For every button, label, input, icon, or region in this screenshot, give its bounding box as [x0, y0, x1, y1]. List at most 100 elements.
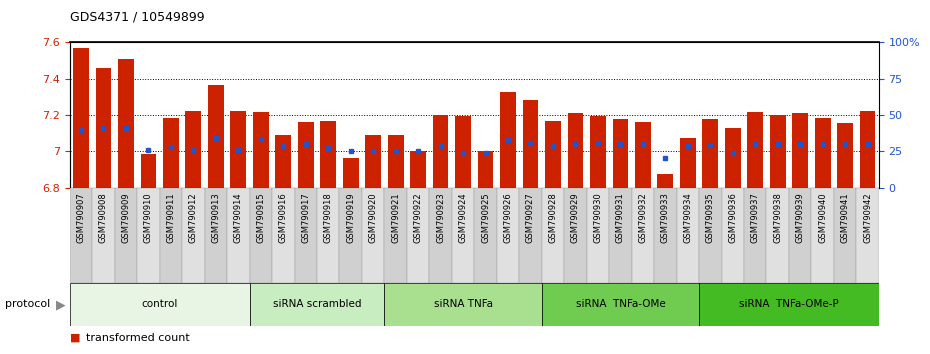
Text: GSM790931: GSM790931 [616, 193, 625, 243]
Bar [744, 42, 766, 188]
Text: GSM790935: GSM790935 [706, 193, 715, 243]
Bar [857, 42, 879, 188]
Bar [384, 283, 541, 326]
Bar [384, 188, 406, 283]
Bar [205, 188, 227, 283]
Bar [523, 99, 538, 188]
Bar [654, 188, 676, 283]
Bar [295, 42, 317, 188]
Bar [295, 188, 317, 283]
Bar [635, 122, 651, 188]
Text: control: control [141, 299, 178, 309]
Bar [609, 188, 631, 283]
Bar [137, 42, 160, 188]
Bar [587, 42, 609, 188]
Bar [275, 135, 291, 188]
Text: ■: ■ [70, 333, 80, 343]
Bar [205, 42, 227, 188]
Bar [227, 188, 249, 283]
Text: GSM790937: GSM790937 [751, 193, 760, 243]
Text: GSM790916: GSM790916 [279, 193, 287, 243]
Bar [70, 188, 92, 283]
Bar [73, 48, 89, 188]
Bar [231, 110, 246, 188]
Bar [631, 42, 654, 188]
Bar [748, 112, 764, 188]
Text: GSM790928: GSM790928 [549, 193, 557, 243]
Bar [590, 116, 605, 188]
Bar [500, 92, 516, 188]
Text: GSM790914: GSM790914 [233, 193, 243, 243]
Text: GSM790917: GSM790917 [301, 193, 311, 243]
Bar [702, 119, 718, 188]
Bar [519, 42, 541, 188]
Text: GSM790932: GSM790932 [638, 193, 647, 243]
Bar [430, 188, 452, 283]
Text: GSM790934: GSM790934 [684, 193, 692, 243]
Bar [185, 110, 201, 188]
Bar [541, 42, 565, 188]
Bar [722, 188, 744, 283]
Bar [406, 188, 430, 283]
Bar [406, 42, 430, 188]
Bar [815, 118, 830, 188]
Bar [545, 121, 561, 188]
Bar [114, 42, 137, 188]
Text: ▶: ▶ [56, 298, 65, 311]
Bar [182, 42, 205, 188]
Bar [298, 122, 313, 188]
Bar [609, 42, 631, 188]
Bar [497, 42, 519, 188]
Bar [455, 116, 471, 188]
Text: protocol: protocol [5, 299, 50, 309]
Bar [430, 42, 452, 188]
Text: GSM790936: GSM790936 [728, 193, 737, 243]
Bar [654, 42, 676, 188]
Bar [140, 154, 156, 188]
Bar [565, 42, 587, 188]
Bar [658, 174, 673, 188]
Bar [541, 188, 565, 283]
Bar [519, 188, 541, 283]
Bar [770, 115, 786, 188]
Bar [766, 188, 789, 283]
Bar [362, 188, 384, 283]
Bar [249, 42, 272, 188]
Bar [497, 188, 519, 283]
Bar [474, 188, 497, 283]
Bar [118, 59, 134, 188]
Bar [565, 188, 587, 283]
Text: siRNA  TNFa-OMe-P: siRNA TNFa-OMe-P [739, 299, 839, 309]
Text: GSM790941: GSM790941 [841, 193, 850, 243]
Bar [478, 151, 494, 188]
Text: GSM790921: GSM790921 [392, 193, 400, 243]
Text: GSM790927: GSM790927 [526, 193, 535, 243]
Bar [339, 188, 362, 283]
Bar [722, 42, 744, 188]
Text: GSM790926: GSM790926 [503, 193, 512, 243]
Bar [789, 42, 811, 188]
Bar [343, 158, 359, 188]
Bar [317, 188, 339, 283]
Bar [362, 42, 384, 188]
Bar [96, 68, 112, 188]
Text: GSM790910: GSM790910 [144, 193, 153, 243]
Text: GSM790925: GSM790925 [481, 193, 490, 243]
Bar [567, 113, 583, 188]
Text: GSM790908: GSM790908 [99, 193, 108, 243]
Text: GSM790911: GSM790911 [166, 193, 176, 243]
Bar [410, 151, 426, 188]
Bar [724, 128, 740, 188]
Bar [676, 188, 699, 283]
Text: GSM790942: GSM790942 [863, 193, 872, 243]
Bar [114, 188, 137, 283]
Bar [613, 119, 629, 188]
Text: GSM790939: GSM790939 [796, 193, 804, 243]
Bar [699, 283, 879, 326]
Bar [766, 42, 789, 188]
Bar [859, 110, 875, 188]
Text: GSM790907: GSM790907 [76, 193, 86, 243]
Bar [339, 42, 362, 188]
Bar [452, 42, 474, 188]
Bar [208, 85, 224, 188]
